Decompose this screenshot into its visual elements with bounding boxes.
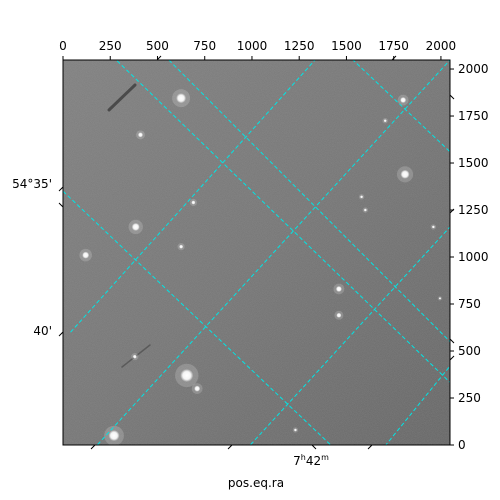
x-tick-label: 1250 (284, 39, 315, 53)
star (191, 200, 196, 205)
y-tick-label: 500 (458, 344, 481, 358)
grid-line (70, 60, 316, 333)
stars-layer (79, 89, 443, 445)
x-tick-label: 750 (193, 39, 216, 53)
ra-minutes: 42 (306, 454, 321, 468)
y-tick-label: 250 (458, 391, 481, 405)
x-tick-label: 0 (59, 39, 67, 53)
x-axis-title: pos.eq.ra (228, 476, 284, 490)
y-tick-label: 1750 (458, 109, 489, 123)
star (363, 208, 367, 212)
x-tick-label: 500 (146, 39, 169, 53)
coordinate-grid (63, 60, 450, 445)
star (194, 385, 201, 392)
y-tick-label: 1000 (458, 250, 489, 264)
star (438, 297, 442, 300)
star (180, 368, 194, 382)
grid-line (249, 226, 450, 445)
x-tick-label: 250 (99, 39, 122, 53)
star (335, 285, 342, 292)
dec-label-40: 40' (33, 324, 52, 338)
sky-image-noise (63, 60, 450, 445)
y-tick-label: 0 (458, 438, 466, 452)
star (132, 354, 137, 359)
ra-label: 7h42m (293, 453, 329, 468)
star (400, 97, 407, 104)
star (108, 430, 120, 442)
grid-line (63, 190, 332, 445)
y-tick-label: 750 (458, 297, 481, 311)
grid-line (96, 60, 450, 445)
satellite-streak (107, 83, 137, 112)
star (360, 195, 364, 199)
star (176, 93, 187, 104)
star (431, 225, 435, 229)
grid-line (168, 60, 450, 342)
star (293, 428, 297, 432)
star (82, 251, 90, 259)
y-tick-label: 1250 (458, 203, 489, 217)
ra-minutes-sup: m (321, 453, 329, 462)
x-tick-label: 1500 (331, 39, 362, 53)
star (137, 132, 143, 138)
y-tick-label: 1500 (458, 156, 489, 170)
x-tick-label: 1000 (237, 39, 268, 53)
x-tick-label: 2000 (426, 39, 457, 53)
star (336, 312, 342, 318)
star (179, 244, 184, 249)
ra-hours: 7 (293, 454, 301, 468)
star (400, 169, 410, 179)
dec-label-54-35: 54°35' (12, 177, 52, 191)
plot-frame (62, 59, 451, 446)
star (383, 119, 387, 123)
y-tick-label: 2000 (458, 62, 489, 76)
y-axis: 0 250 500 750 1000 1250 1500 1750 2000 (450, 62, 489, 452)
ra-hours-sup: h (301, 453, 306, 462)
x-axis: 0 250 500 750 1000 1250 1500 1750 2000 (59, 39, 456, 60)
grid-line (115, 60, 450, 384)
star (131, 222, 140, 231)
x-tick-label: 1750 (378, 39, 409, 53)
grid-line (352, 60, 450, 153)
wcs-ticks (58, 55, 455, 450)
